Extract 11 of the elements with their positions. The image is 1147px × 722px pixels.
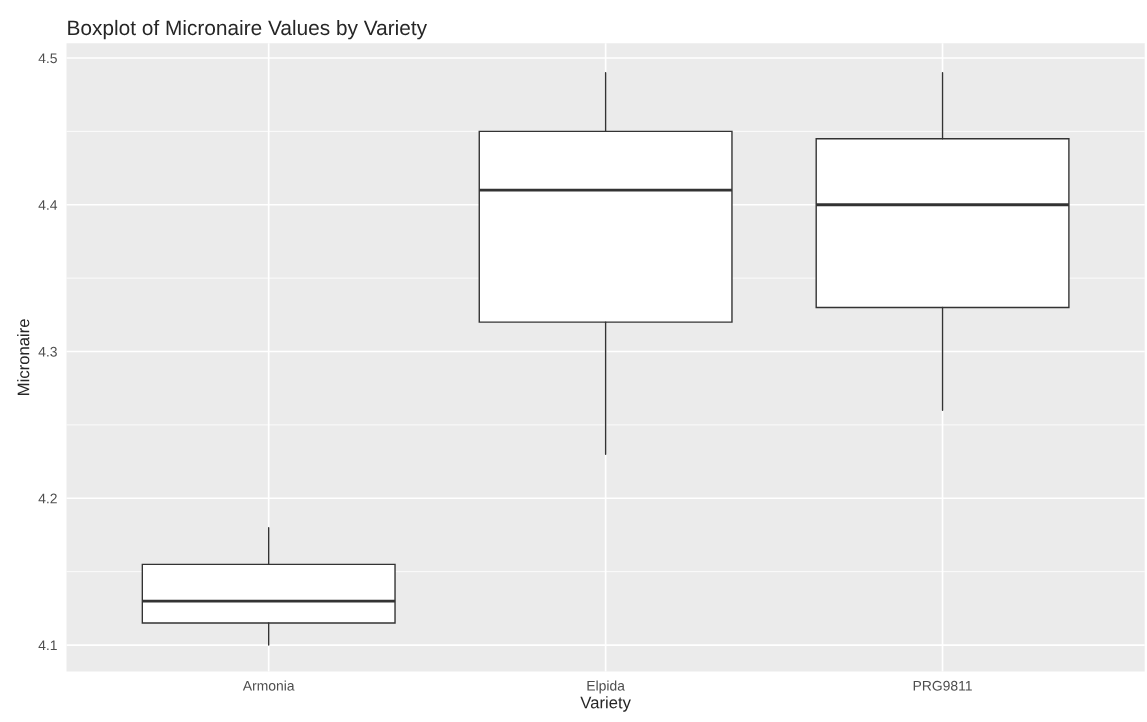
y-tick-label: 4.2 xyxy=(38,493,57,504)
x-tick-label: Elpida xyxy=(587,680,625,694)
y-tick-label: 4.1 xyxy=(38,640,57,651)
y-tick-label: 4.3 xyxy=(38,346,57,357)
x-tick-label: Armonia xyxy=(242,680,295,691)
y-tick-label: 4.4 xyxy=(38,200,58,210)
chart-title: Boxplot of Micronaire Values by Variety xyxy=(68,19,428,40)
y-axis-title: Micronaire xyxy=(17,319,30,395)
y-tick-label: 4.5 xyxy=(38,53,57,64)
x-tick-label: PRG9811 xyxy=(913,680,972,691)
x-axis-title: Variety xyxy=(580,696,631,712)
